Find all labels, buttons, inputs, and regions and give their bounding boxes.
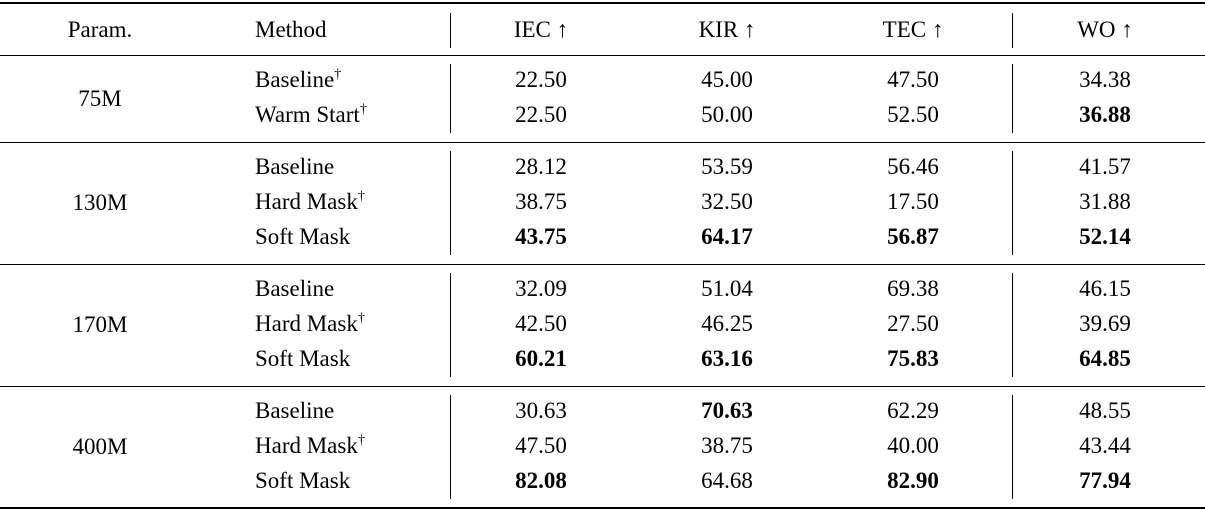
cell: 43.75 bbox=[515, 224, 567, 249]
dagger: † bbox=[359, 102, 367, 117]
cell: 52.14 bbox=[1079, 224, 1131, 249]
param-cell: 400M bbox=[72, 434, 128, 459]
method: Soft Mask bbox=[255, 468, 351, 493]
cell: 22.50 bbox=[515, 102, 567, 127]
method-cell: Baseline† bbox=[255, 66, 341, 94]
cell: 43.44 bbox=[1079, 433, 1131, 458]
method-cell: Baseline bbox=[255, 153, 334, 181]
cell: 51.04 bbox=[701, 276, 753, 301]
dagger: † bbox=[357, 433, 365, 448]
method: Baseline bbox=[255, 154, 335, 179]
method-cell: Soft Mask bbox=[255, 467, 350, 495]
method: Hard Mask bbox=[255, 311, 358, 336]
cell: 38.75 bbox=[701, 433, 753, 458]
cell: WO ↑ bbox=[1077, 17, 1133, 42]
cell: 32.09 bbox=[515, 276, 567, 301]
column-divider bbox=[1012, 395, 1013, 499]
column-divider bbox=[450, 151, 451, 255]
method: Hard Mask bbox=[255, 189, 358, 214]
rule bbox=[0, 55, 1205, 56]
cell: 40.00 bbox=[887, 433, 939, 458]
cell: 45.00 bbox=[701, 67, 753, 92]
method-cell: Hard Mask† bbox=[255, 310, 365, 338]
cell: 31.88 bbox=[1079, 189, 1131, 214]
rule bbox=[0, 507, 1205, 509]
cell: 64.85 bbox=[1079, 346, 1131, 371]
cell: 27.50 bbox=[887, 311, 939, 336]
cell: 47.50 bbox=[887, 67, 939, 92]
method: Baseline bbox=[255, 398, 335, 423]
cell: 56.46 bbox=[887, 154, 939, 179]
column-divider bbox=[450, 395, 451, 499]
rule bbox=[0, 386, 1205, 387]
rule bbox=[0, 142, 1205, 143]
cell: 63.16 bbox=[701, 346, 753, 371]
cell: 64.17 bbox=[701, 224, 753, 249]
cell: 32.50 bbox=[701, 189, 753, 214]
column-divider bbox=[1012, 13, 1013, 48]
cell: 41.57 bbox=[1079, 154, 1131, 179]
method: Soft Mask bbox=[255, 346, 351, 371]
column-divider bbox=[1012, 151, 1013, 255]
method-cell: Soft Mask bbox=[255, 223, 350, 251]
method-cell: Hard Mask† bbox=[255, 432, 365, 460]
cell: TEC ↑ bbox=[882, 17, 944, 42]
rule bbox=[0, 264, 1205, 265]
cell: 36.88 bbox=[1079, 102, 1131, 127]
cell: 22.50 bbox=[515, 67, 567, 92]
cell: 62.29 bbox=[887, 398, 939, 423]
cell: 47.50 bbox=[515, 433, 567, 458]
param-cell: 170M bbox=[72, 312, 128, 337]
cell: 46.15 bbox=[1079, 276, 1131, 301]
method: Baseline bbox=[255, 276, 335, 301]
cell: 39.69 bbox=[1079, 311, 1131, 336]
column-divider bbox=[450, 13, 451, 48]
dagger: † bbox=[357, 189, 365, 204]
cell: 75.83 bbox=[887, 346, 939, 371]
cell: 82.90 bbox=[887, 468, 939, 493]
param-cell: 75M bbox=[78, 85, 122, 111]
cell: 82.08 bbox=[515, 468, 567, 493]
method: Baseline bbox=[255, 67, 335, 92]
cell: IEC ↑ bbox=[513, 17, 569, 42]
dagger: † bbox=[334, 67, 342, 82]
cell: 38.75 bbox=[515, 189, 567, 214]
cell: 64.68 bbox=[701, 468, 753, 493]
column-divider bbox=[1012, 64, 1013, 133]
method: Hard Mask bbox=[255, 433, 358, 458]
method-cell: Hard Mask† bbox=[255, 188, 365, 216]
cell: 34.38 bbox=[1079, 67, 1131, 92]
method-cell: Method bbox=[255, 17, 327, 42]
cell: 56.87 bbox=[887, 224, 939, 249]
dagger: † bbox=[357, 311, 365, 326]
cell: 53.59 bbox=[701, 154, 753, 179]
column-divider bbox=[450, 273, 451, 377]
rule bbox=[0, 2, 1205, 4]
cell: 28.12 bbox=[515, 154, 567, 179]
method-cell: Baseline bbox=[255, 275, 334, 303]
cell: 60.21 bbox=[515, 346, 567, 371]
method-cell: Baseline bbox=[255, 397, 334, 425]
method: Warm Start bbox=[255, 102, 360, 127]
cell: 17.50 bbox=[887, 189, 939, 214]
cell: 69.38 bbox=[887, 276, 939, 301]
method-cell: Soft Mask bbox=[255, 345, 350, 373]
method: Soft Mask bbox=[255, 224, 351, 249]
cell: 50.00 bbox=[701, 102, 753, 127]
method-cell: Warm Start† bbox=[255, 101, 367, 129]
param-cell: 130M bbox=[72, 190, 128, 215]
cell: 42.50 bbox=[515, 311, 567, 336]
cell: 46.25 bbox=[701, 311, 753, 336]
cell: KIR ↑ bbox=[698, 17, 756, 42]
cell: 48.55 bbox=[1079, 398, 1131, 423]
column-divider bbox=[1012, 273, 1013, 377]
cell: 70.63 bbox=[701, 398, 753, 423]
cell: 52.50 bbox=[887, 102, 939, 127]
cell: 77.94 bbox=[1079, 468, 1131, 493]
column-divider bbox=[450, 64, 451, 133]
cell: 30.63 bbox=[515, 398, 567, 423]
cell: Param. bbox=[67, 17, 133, 42]
